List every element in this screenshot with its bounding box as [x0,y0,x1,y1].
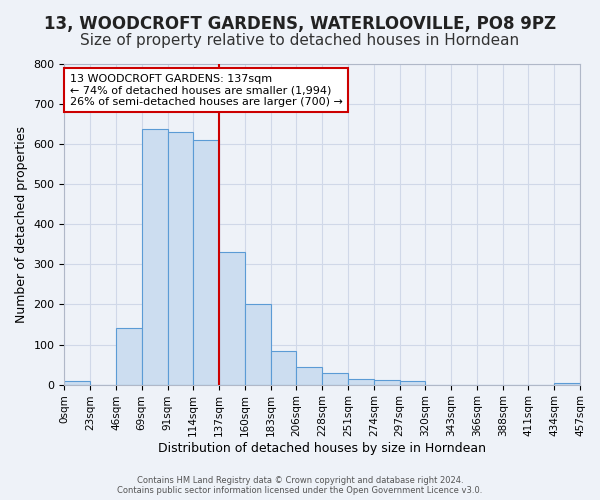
Bar [193,140,219,384]
Bar [322,374,348,384]
X-axis label: Distribution of detached houses by size in Horndean: Distribution of detached houses by size … [158,442,486,455]
Bar [219,252,245,384]
Text: Size of property relative to detached houses in Horndean: Size of property relative to detached ho… [80,32,520,48]
Bar [142,129,167,384]
Bar [296,366,322,384]
Text: 13 WOODCROFT GARDENS: 137sqm
← 74% of detached houses are smaller (1,994)
26% of: 13 WOODCROFT GARDENS: 137sqm ← 74% of de… [70,74,343,107]
Bar [374,380,400,384]
Y-axis label: Number of detached properties: Number of detached properties [15,126,28,323]
Bar [554,382,580,384]
Text: Contains HM Land Registry data © Crown copyright and database right 2024.
Contai: Contains HM Land Registry data © Crown c… [118,476,482,495]
Bar [271,352,296,384]
Bar [348,380,374,384]
Bar [116,328,142,384]
Bar [64,382,90,384]
Text: 13, WOODCROFT GARDENS, WATERLOOVILLE, PO8 9PZ: 13, WOODCROFT GARDENS, WATERLOOVILLE, PO… [44,15,556,33]
Bar [245,304,271,384]
Bar [400,382,425,384]
Bar [167,132,193,384]
